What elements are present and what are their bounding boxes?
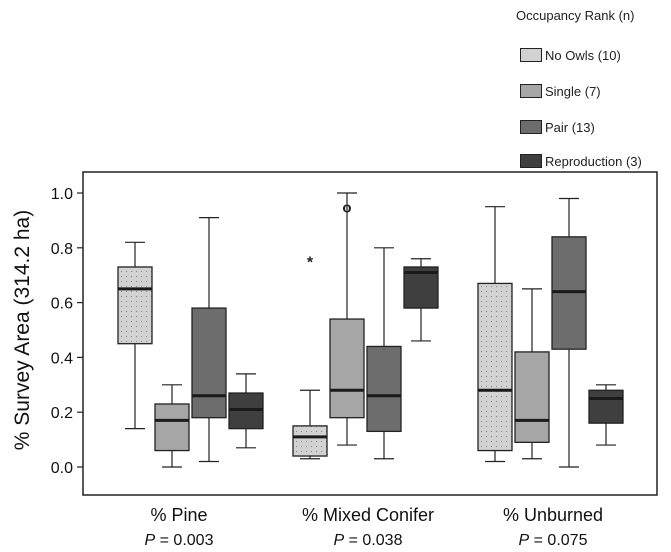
- legend-item-no-owls: No Owls (10): [520, 46, 621, 64]
- box-no-owls-0: [117, 266, 153, 345]
- p-value-mixed-conifer: P = 0.038: [268, 532, 468, 550]
- outlier-marker: o: [342, 200, 351, 217]
- legend-swatch-reproduction: [520, 154, 542, 168]
- legend-swatch-pair: [520, 120, 542, 134]
- y-tick-label: 0.2: [51, 405, 73, 422]
- legend-item-single: Single (7): [520, 82, 601, 100]
- box-single-2: [514, 351, 550, 443]
- p-value-pine: P = 0.003: [79, 532, 279, 550]
- p-value-text: = 0.003: [159, 532, 214, 549]
- p-value-text: = 0.075: [533, 532, 588, 549]
- legend-label-reproduction: Reproduction (3): [545, 153, 642, 169]
- plot-frame: [82, 171, 658, 496]
- p-value-text: = 0.038: [348, 532, 403, 549]
- box-no-owls-2: [477, 282, 513, 452]
- y-tick-label: 0.6: [51, 296, 73, 313]
- category-label-mixed-conifer: % Mixed Conifer: [301, 505, 435, 525]
- outlier-marker: *: [307, 255, 314, 272]
- p-symbol: P: [518, 532, 530, 549]
- y-tick-label: 1.0: [51, 186, 73, 203]
- category-label-unburned: % Unburned: [502, 505, 604, 525]
- legend-label-pair: Pair (13): [545, 119, 595, 135]
- p-value-unburned: P = 0.075: [453, 532, 653, 550]
- p-symbol: P: [144, 532, 156, 549]
- legend-item-reproduction: Reproduction (3): [520, 152, 642, 170]
- box-no-owls-1: [292, 425, 328, 457]
- box-reproduction-2: [588, 389, 624, 424]
- category-label-pine: % Pine: [150, 505, 208, 525]
- legend-item-pair: Pair (13): [520, 118, 595, 136]
- p-symbol: P: [333, 532, 345, 549]
- y-tick-label: 0.0: [51, 460, 73, 477]
- y-tick-label: 0.4: [51, 350, 73, 367]
- box-single-1: [329, 318, 365, 419]
- box-pair-0: [191, 307, 227, 419]
- box-single-0: [154, 403, 190, 452]
- y-axis-label: % Survey Area (314.2 ha): [11, 210, 34, 450]
- legend-label-single: Single (7): [545, 83, 601, 99]
- legend-swatch-single: [520, 84, 542, 98]
- y-tick-label: 0.8: [51, 241, 73, 258]
- box-pair-1: [366, 345, 402, 433]
- legend-swatch-no-owls: [520, 48, 542, 62]
- legend-title: Occupancy Rank (n): [516, 8, 635, 23]
- legend-label-no-owls: No Owls (10): [545, 47, 621, 63]
